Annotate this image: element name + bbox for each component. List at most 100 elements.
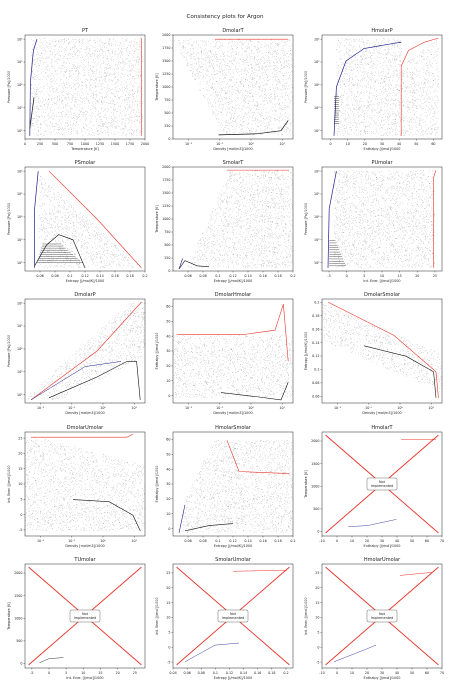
x-tick-label: 0.12 <box>229 274 236 278</box>
x-tick-label: 0 <box>24 142 26 146</box>
y-axis-label: Pressure [Pa]/1000 <box>7 71 11 103</box>
x-tick-label: 2000 <box>141 142 149 146</box>
y-axis-label: Int. Ener. [J/mol]/1000 <box>155 597 159 634</box>
y-tick-label: 15 <box>315 601 319 605</box>
x-tick-label: 20 <box>363 142 367 146</box>
y-tick-label: 10⁵ <box>17 60 23 64</box>
y-tick-label: 1000 <box>14 616 22 620</box>
saturation-line <box>333 644 377 662</box>
chart-title: PUmolar <box>371 160 393 166</box>
x-tick-label: 0.08 <box>199 274 206 278</box>
y-tick-label: 0.06 <box>312 394 319 398</box>
x-tick-label: 25 <box>133 671 137 675</box>
x-tick-label: 5 <box>65 671 67 675</box>
x-tick-label: 20 <box>365 671 369 675</box>
x-tick-label: 0 <box>336 671 338 675</box>
plot-frame <box>172 166 294 272</box>
chart-title: HmolarP <box>371 28 392 34</box>
x-axis-label: Density [mol/m3]/1000 <box>65 411 104 415</box>
x-tick-label: 0.08 <box>198 671 205 675</box>
x-tick-label: 0.14 <box>244 539 251 543</box>
y-tick-label: 10² <box>17 129 23 133</box>
x-tick-label: 40 <box>395 539 399 543</box>
x-tick-label: 0.06 <box>183 671 190 675</box>
y-tick-label: 0 <box>317 530 319 534</box>
chart-title: TUmolar <box>73 557 96 563</box>
y-tick-label: 10³ <box>314 106 320 110</box>
y-tick-label: 0.1 <box>314 368 319 372</box>
x-tick-label: 0.04 <box>169 671 176 675</box>
y-tick-label: 15 <box>18 467 22 471</box>
y-tick-label: 10⁵ <box>314 60 320 64</box>
x-tick-label: 60 <box>431 142 435 146</box>
chart-hmolart: HmolarT -10 0 10 20 30 40 50 60 70 0 500 1000 1500 200… <box>304 425 444 548</box>
isoline <box>433 170 437 268</box>
chart-dmolarumolar: DmolarUmolar 10⁻² 10⁻¹ 10⁰ 10¹ -5 0 5 10 15 20 25 De… <box>7 425 146 548</box>
y-tick-label: 50 <box>166 452 170 456</box>
y-tick-label: 2000 <box>311 439 319 443</box>
series-line <box>29 97 35 129</box>
y-axis-label: Int. Ener. [J/mol]/1000 <box>7 465 11 502</box>
x-tick-label: 10 <box>380 274 384 278</box>
not-implemented-text: Implemented <box>74 616 97 620</box>
not-implemented-text: Implemented <box>371 484 394 488</box>
x-tick-label: 0.14 <box>240 671 247 675</box>
x-tick-label: 50 <box>410 539 414 543</box>
isoline <box>31 433 134 438</box>
chart-psmolar: PSmolar 0.06 0.08 0.1 0.12 0.14 0.16 0.18 0.2 10²… <box>7 160 148 283</box>
x-tick-label: 30 <box>380 142 384 146</box>
isoline <box>399 572 433 576</box>
x-tick-label: 10⁻² <box>37 539 45 543</box>
y-tick-label: 2000 <box>14 571 22 575</box>
x-tick-label: 70 <box>440 671 444 675</box>
chart-title: PT <box>82 28 89 34</box>
isoline <box>176 304 289 362</box>
chart-title: HmolarUmolar <box>364 557 401 563</box>
y-tick-label: 10 <box>18 482 22 486</box>
y-tick-label: 2000 <box>162 165 170 169</box>
x-tick-label: 10¹ <box>131 406 137 410</box>
y-axis-label: Temperature [K] <box>155 205 159 234</box>
x-tick-label: 0.16 <box>259 274 266 278</box>
x-tick-label: 10⁰ <box>397 406 403 410</box>
y-tick-label: 10⁵ <box>17 324 23 328</box>
y-tick-label: 10³ <box>17 370 23 374</box>
y-tick-label: 2000 <box>162 33 170 37</box>
x-axis-label: Density [mol/m3]/1000 <box>65 544 104 548</box>
x-tick-label: 0.16 <box>111 274 118 278</box>
y-tick-label: 40 <box>166 467 170 471</box>
x-tick-label: 0 <box>346 274 348 278</box>
x-tick-label: 60 <box>425 539 429 543</box>
x-tick-label: 1000 <box>81 142 89 146</box>
x-tick-label: 0.18 <box>274 539 281 543</box>
x-axis-label: Enthalpy [J/mol]/1000 <box>364 544 401 548</box>
y-tick-label: 1000 <box>162 217 170 221</box>
x-tick-label: 10⁰ <box>248 406 254 410</box>
x-tick-label: 1750 <box>126 142 134 146</box>
x-tick-label: 10⁻² <box>334 406 342 410</box>
plot-frame <box>172 563 294 669</box>
x-tick-label: 10⁻¹ <box>216 406 224 410</box>
y-tick-label: 1500 <box>162 59 170 63</box>
y-tick-label: 20 <box>166 497 170 501</box>
isoline <box>226 440 290 474</box>
plot-frame <box>172 431 294 537</box>
not-implemented-text: Not <box>379 480 386 484</box>
x-tick-label: 20 <box>365 539 369 543</box>
page-title: Consistency plots for Argon <box>186 14 263 20</box>
x-axis-label: Density [mol/m3]/1000 <box>362 411 401 415</box>
y-tick-label: 0.14 <box>312 341 319 345</box>
x-tick-label: 10⁰ <box>248 142 254 146</box>
x-tick-label: 10⁻² <box>185 142 193 146</box>
not-implemented-text: Not <box>82 612 89 616</box>
y-tick-label: 10 <box>166 616 170 620</box>
x-tick-label: 0.12 <box>81 274 88 278</box>
isoline <box>327 301 439 398</box>
y-tick-label: 1250 <box>162 204 170 208</box>
x-tick-label: 0.08 <box>51 274 58 278</box>
x-tick-label: 10¹ <box>131 539 137 543</box>
y-tick-label: 10³ <box>17 238 23 242</box>
saturation-line <box>178 504 186 533</box>
y-tick-label: 500 <box>164 243 170 247</box>
